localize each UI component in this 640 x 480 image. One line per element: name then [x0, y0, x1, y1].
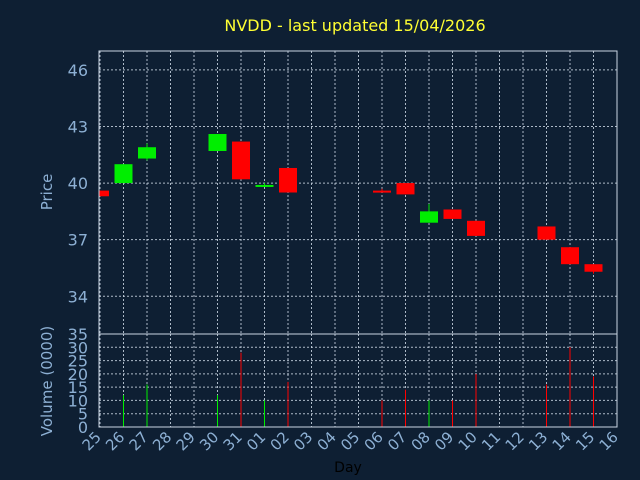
day-tick-label: 11: [478, 428, 504, 454]
day-tick-label: 08: [408, 428, 434, 454]
day-tick-label: 09: [431, 428, 457, 454]
price-tick-label: 43: [68, 117, 88, 136]
volume-gridlines: [99, 333, 618, 428]
candle-body: [396, 183, 415, 195]
volume-tick-label: 5: [78, 405, 88, 424]
volume-bars: [123, 347, 594, 427]
candle-body: [208, 134, 227, 151]
volume-tick-label: 20: [68, 365, 88, 384]
day-tick-label: 28: [149, 428, 175, 454]
day-tick-label: 13: [525, 428, 551, 454]
candle-body: [255, 184, 274, 187]
candle-body: [443, 209, 462, 219]
day-tick-label: 10: [455, 428, 481, 454]
candle-body: [584, 264, 603, 272]
day-tick-label: 03: [290, 428, 316, 454]
x-axis-label: Day: [334, 460, 362, 476]
day-tick-label: 27: [126, 428, 152, 454]
day-tick-label: 16: [596, 428, 622, 454]
day-tick-label: 02: [267, 428, 293, 454]
candlesticks: [99, 134, 603, 274]
volume-tick-label: 30: [68, 338, 88, 357]
day-tick-label: 14: [549, 428, 575, 454]
day-tick-label: 15: [572, 428, 598, 454]
price-tick-label: 37: [68, 231, 88, 250]
day-tick-label: 31: [220, 428, 246, 454]
day-tick-label: 07: [384, 428, 410, 454]
price-tick-label: 34: [68, 287, 88, 306]
volume-axis-label: Volume (0000): [38, 326, 56, 436]
day-tick-label: 05: [337, 428, 363, 454]
candle-body: [561, 247, 579, 265]
day-tick-label: 26: [102, 428, 128, 454]
candle-body: [373, 190, 391, 193]
candle-body: [420, 211, 438, 223]
day-tick-label: 12: [502, 428, 528, 454]
volume-tick-label: 25: [68, 352, 88, 371]
volume-tick-label: 35: [68, 325, 88, 344]
volume-tick-label: 15: [68, 378, 88, 397]
candle-body: [138, 147, 156, 159]
day-tick-label: 01: [243, 428, 269, 454]
price-tick-labels: 46 43 40 37 34: [68, 61, 88, 306]
price-axis-label: Price: [38, 174, 56, 211]
volume-tick-label: 10: [68, 391, 88, 410]
candle-body: [114, 164, 133, 184]
candle-body: [537, 226, 556, 240]
candle-body: [232, 141, 250, 180]
day-tick-label: 30: [196, 428, 222, 454]
price-tick-label: 46: [68, 61, 88, 80]
price-tick-label: 40: [68, 174, 88, 193]
candle-body: [467, 220, 485, 236]
volume-tick-label: 0: [78, 418, 88, 437]
candle-body: [100, 190, 109, 197]
day-tick-label: 06: [361, 428, 387, 454]
day-tick-label: 29: [173, 428, 199, 454]
volume-plot-frame: [98, 333, 618, 428]
day-tick-labels: 2526272829303101020304050607080910111213…: [79, 428, 622, 454]
day-tick-label: 04: [314, 428, 340, 454]
chart-title: NVDD - last updated 15/04/2026: [224, 16, 485, 35]
price-gridlines: [99, 51, 618, 334]
candle-body: [279, 167, 297, 193]
